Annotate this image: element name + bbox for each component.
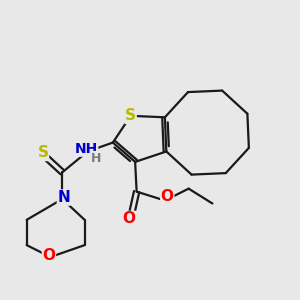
Text: S: S (38, 146, 49, 160)
Text: H: H (91, 152, 101, 164)
Text: NH: NH (74, 142, 98, 156)
Text: O: O (42, 248, 56, 263)
Text: O: O (161, 190, 174, 205)
Text: O: O (123, 212, 136, 226)
Text: N: N (57, 190, 70, 205)
Text: S: S (125, 108, 136, 123)
